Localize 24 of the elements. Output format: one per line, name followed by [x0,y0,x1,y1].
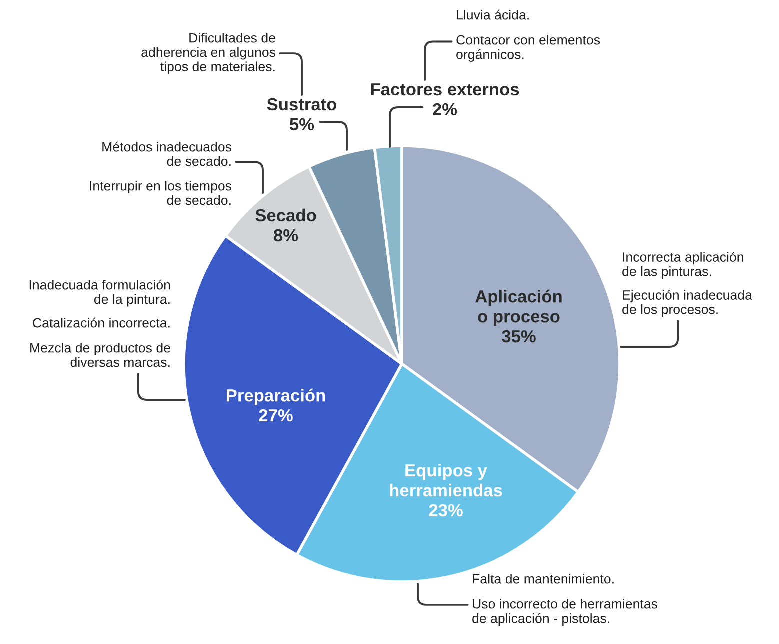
data-label: 8% [274,229,298,242]
slice-label: Secado [256,208,316,222]
text: Métodos inadecuados de secado. [102,142,232,166]
data-label: 35% [502,330,536,343]
text: Mezcla de productos de diversas marcas. [30,343,170,368]
text: Falta de mantenimiento. [473,574,614,584]
slice-label: Factores externos [371,84,520,96]
text: Inadecuada formulación de la pintura. [30,280,170,307]
data-label: 23% [429,504,463,517]
data-label: 5% [290,118,314,131]
text: Catalización incorrecta. [33,318,170,328]
slice-label: Sustrato [267,98,337,111]
data-label: 2% [433,103,458,116]
text: Interrupir en los tiempos de secado. [90,181,232,206]
slice-label: Preparación [226,388,326,406]
text: Lluvia ácida. [457,10,529,20]
slice-label: Aplicación o proceso [476,290,562,326]
slice-label: Equipos y herramiendas [390,464,502,497]
text: Uso incorrecto de herramientas de aplicación - pistolas. [472,599,658,626]
text: Contacor con elementos orgánnicos. [456,35,600,62]
text: Dificultades de adherencia en algunos tipos de materiales. [142,33,276,74]
data-label: 27% [259,409,293,422]
text: Ejecución inadecuada de los procesos. [622,290,752,317]
text: Incorrecta aplicación de las pinturas. [622,252,744,279]
